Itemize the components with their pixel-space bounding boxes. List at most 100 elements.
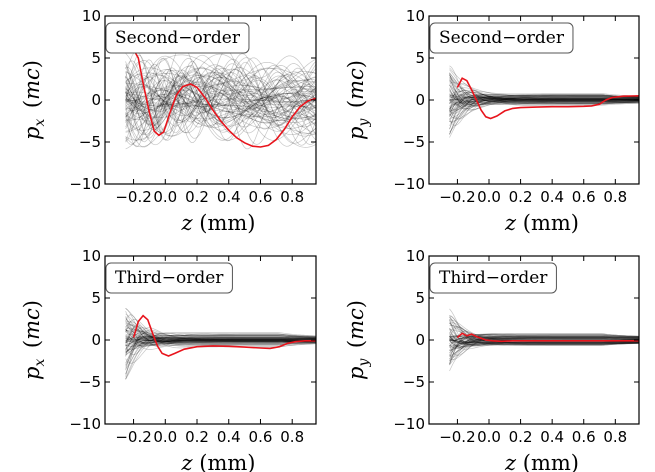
trajectory-line xyxy=(125,71,316,120)
highlighted-trajectory xyxy=(132,314,316,357)
trajectory-line xyxy=(125,63,316,143)
y-tick-label: 10 xyxy=(82,7,101,25)
trajectory-line xyxy=(125,334,316,370)
trajectory-line xyxy=(125,54,316,141)
panel-label: Second−order xyxy=(105,22,250,54)
trajectory-line xyxy=(449,89,639,101)
panel-label-box xyxy=(429,22,574,54)
x-tick-label: 0.8 xyxy=(603,188,627,206)
trajectory-line xyxy=(125,332,316,355)
trajectory-line xyxy=(125,67,316,112)
trajectory-line xyxy=(449,336,639,356)
trajectory-line xyxy=(125,332,316,371)
trajectory-line xyxy=(449,334,639,344)
y-tick-label: 0 xyxy=(91,91,101,109)
panel-label: Third−order xyxy=(105,262,233,294)
trajectory-line xyxy=(449,337,639,360)
trajectory-line xyxy=(449,94,639,110)
trajectory-line xyxy=(449,97,639,102)
trajectory-line xyxy=(449,341,639,357)
trajectory-line xyxy=(449,94,639,105)
trajectory-line xyxy=(125,91,316,120)
trajectory-line xyxy=(449,323,639,346)
x-tick-label: 0.4 xyxy=(217,188,241,206)
trajectory-line xyxy=(125,335,316,338)
y-axis-label: px (mc) xyxy=(20,60,48,140)
trajectory-line xyxy=(125,58,316,135)
trajectory-line xyxy=(125,75,316,131)
trajectory-line xyxy=(449,333,639,354)
trajectory-line xyxy=(125,337,316,340)
trajectory-line xyxy=(125,83,316,118)
trajectory-line xyxy=(449,340,639,366)
trajectory-line xyxy=(449,97,639,126)
trajectory-line xyxy=(125,329,316,366)
chart-panel-1: −0.2 0.0 0.2 0.4 0.6 0.8 10 5 0 −5 −10 z (mm) px (mc… xyxy=(20,7,317,235)
chart-panel-2: −0.2 0.0 0.2 0.4 0.6 0.8 10 5 0 −5 −10 z (mm) py (mc… xyxy=(344,7,640,235)
trajectory-line xyxy=(449,91,639,105)
x-tick-label: 0.0 xyxy=(153,188,177,206)
trajectory-line xyxy=(125,80,316,121)
trajectory-line xyxy=(125,83,316,118)
y-tick-label: 5 xyxy=(91,49,101,67)
x-tick-label: −0.2 xyxy=(439,428,475,446)
x-tick-label: −0.2 xyxy=(115,428,151,446)
trajectory-line xyxy=(125,89,316,124)
trajectory-line xyxy=(449,339,639,345)
trajectory-line xyxy=(125,340,316,356)
trajectory-line xyxy=(125,321,316,342)
trajectory-line xyxy=(125,333,316,344)
trajectory-line xyxy=(125,55,316,125)
trajectory-line xyxy=(125,327,316,375)
trajectory-line xyxy=(125,338,316,353)
trajectory-line xyxy=(125,336,316,380)
trajectory-line xyxy=(125,76,316,137)
x-tick-label: 0.4 xyxy=(540,188,564,206)
trajectory-line xyxy=(125,340,316,344)
trajectory-line xyxy=(449,79,639,106)
trajectory-line xyxy=(125,83,316,120)
trajectory-line xyxy=(125,76,316,113)
trajectory-line xyxy=(125,54,316,105)
panel-label-text: Second−order xyxy=(115,28,241,48)
x-tick-label: 0.6 xyxy=(572,188,596,206)
trajectory-line xyxy=(449,315,639,346)
trajectory-line xyxy=(449,319,639,346)
trajectory-line xyxy=(125,335,316,343)
trajectory-line xyxy=(125,333,316,342)
trajectory-line xyxy=(449,339,639,347)
trajectory-line xyxy=(125,65,316,131)
trajectory-line xyxy=(449,319,639,339)
trajectory-line xyxy=(125,59,316,142)
trajectory-line xyxy=(125,329,316,343)
trajectory-line xyxy=(449,98,639,119)
x-axis-label: z (mm) xyxy=(504,211,579,235)
trajectory-line xyxy=(449,342,639,357)
trajectory-line xyxy=(449,77,639,98)
trajectory-line xyxy=(449,339,639,344)
trajectory-line xyxy=(125,57,316,144)
y-tick-label: −5 xyxy=(79,373,101,391)
trajectory-line xyxy=(449,337,639,348)
y-axis-label: py (mc) xyxy=(344,300,372,380)
x-tick-label: 0.6 xyxy=(572,428,596,446)
trajectory-line xyxy=(449,93,639,112)
trajectory-line xyxy=(449,80,639,108)
trajectory-line xyxy=(125,332,316,368)
trajectory-line xyxy=(125,74,316,137)
trajectory-line xyxy=(125,75,316,136)
trajectory-line xyxy=(125,68,316,108)
trajectory-line xyxy=(125,337,316,343)
trajectory-line xyxy=(449,84,639,107)
trajectory-line xyxy=(449,335,639,345)
y-tick-label: −5 xyxy=(79,133,101,151)
trajectory-line xyxy=(449,339,639,345)
trajectory-line xyxy=(449,91,639,126)
trajectory-line xyxy=(449,335,639,350)
trajectory-line xyxy=(125,72,316,129)
highlighted-trajectory xyxy=(456,332,639,343)
trajectory-line xyxy=(125,60,316,134)
y-tick-label: −10 xyxy=(69,175,101,193)
trajectory-line xyxy=(125,74,316,121)
trajectory-line xyxy=(125,54,316,146)
